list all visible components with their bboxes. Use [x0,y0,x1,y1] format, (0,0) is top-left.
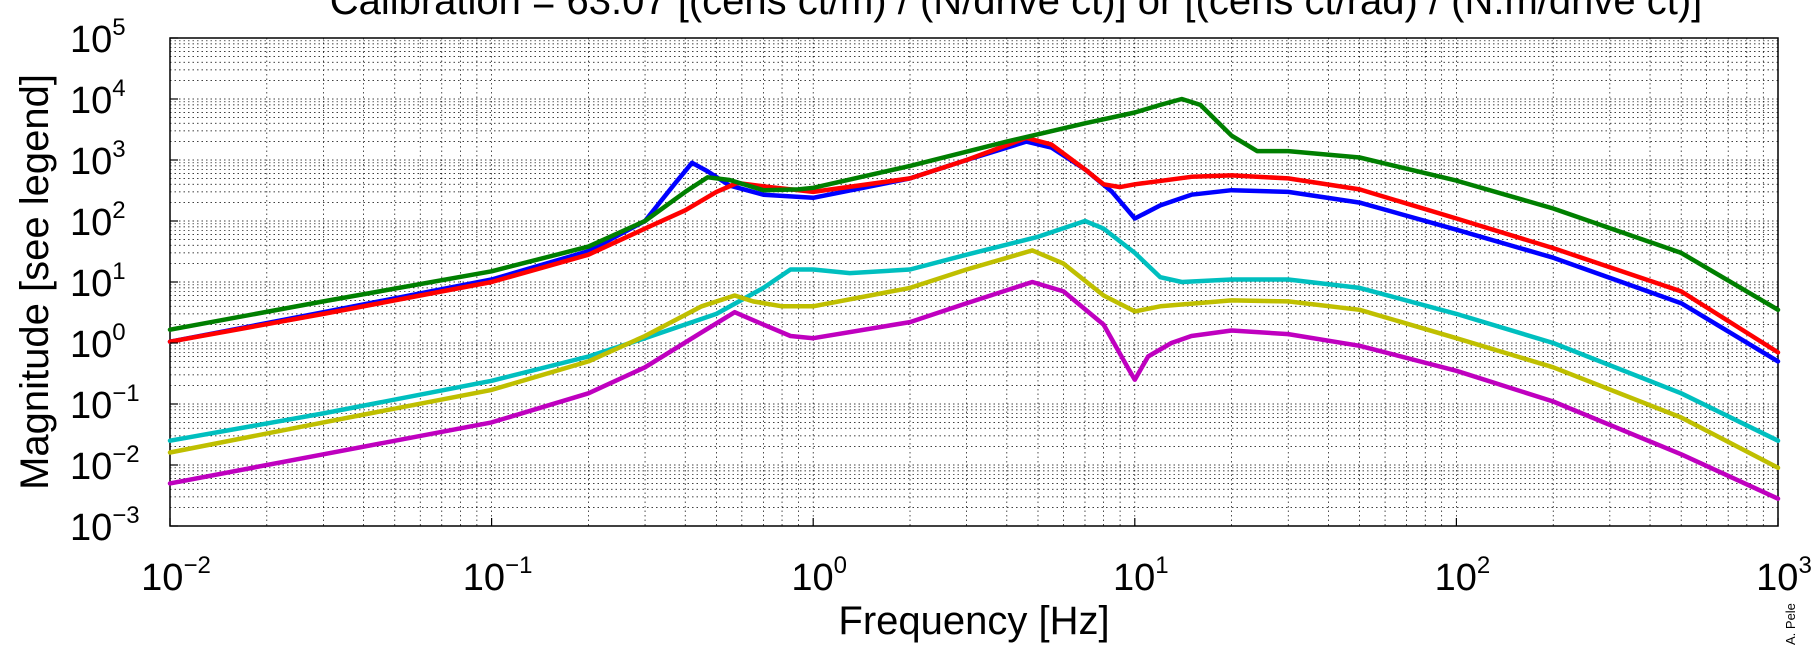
x-tick-labels: 10−2 10−1 100 101 102 103 [141,518,1812,599]
x-tick-label: 102 [1435,552,1491,599]
x-tick-label: 103 [1756,552,1812,599]
x-tick-label: 10−2 [141,552,211,599]
x-tick-label: 101 [1113,552,1169,599]
series-line-3 [167,96,1781,332]
series-line-1 [167,139,1781,364]
author-signature: A. Pele [1783,603,1798,645]
series-line-6 [167,279,1781,501]
series-lines [167,96,1781,501]
series-line-2 [167,135,1781,355]
x-tick-label: 100 [791,552,847,599]
y-tick-label: 105 [70,14,126,61]
y-tick-labels: 10−3 10−2 10−1 100 101 102 103 104 105 [70,14,178,549]
y-tick-label: 103 [70,136,126,183]
y-tick-label: 102 [70,197,126,244]
grid [170,38,1778,526]
plot-frame [169,37,1779,527]
y-tick-label: 10−1 [70,380,140,427]
y-tick-label: 10−2 [70,441,140,488]
y-tick-label: 100 [70,319,126,366]
y-tick-label: 104 [70,75,126,122]
chart-title: Calibration = 63.07 [(cens ct/m) / (N/dr… [330,0,1703,23]
y-tick-label: 10−3 [70,502,140,549]
y-tick-label: 101 [70,258,126,305]
series-line-5 [167,248,1781,471]
y-axis-label: Magnitude [see legend] [13,74,57,490]
x-tick-label: 10−1 [463,552,533,599]
x-axis-label: Frequency [Hz] [838,599,1109,643]
